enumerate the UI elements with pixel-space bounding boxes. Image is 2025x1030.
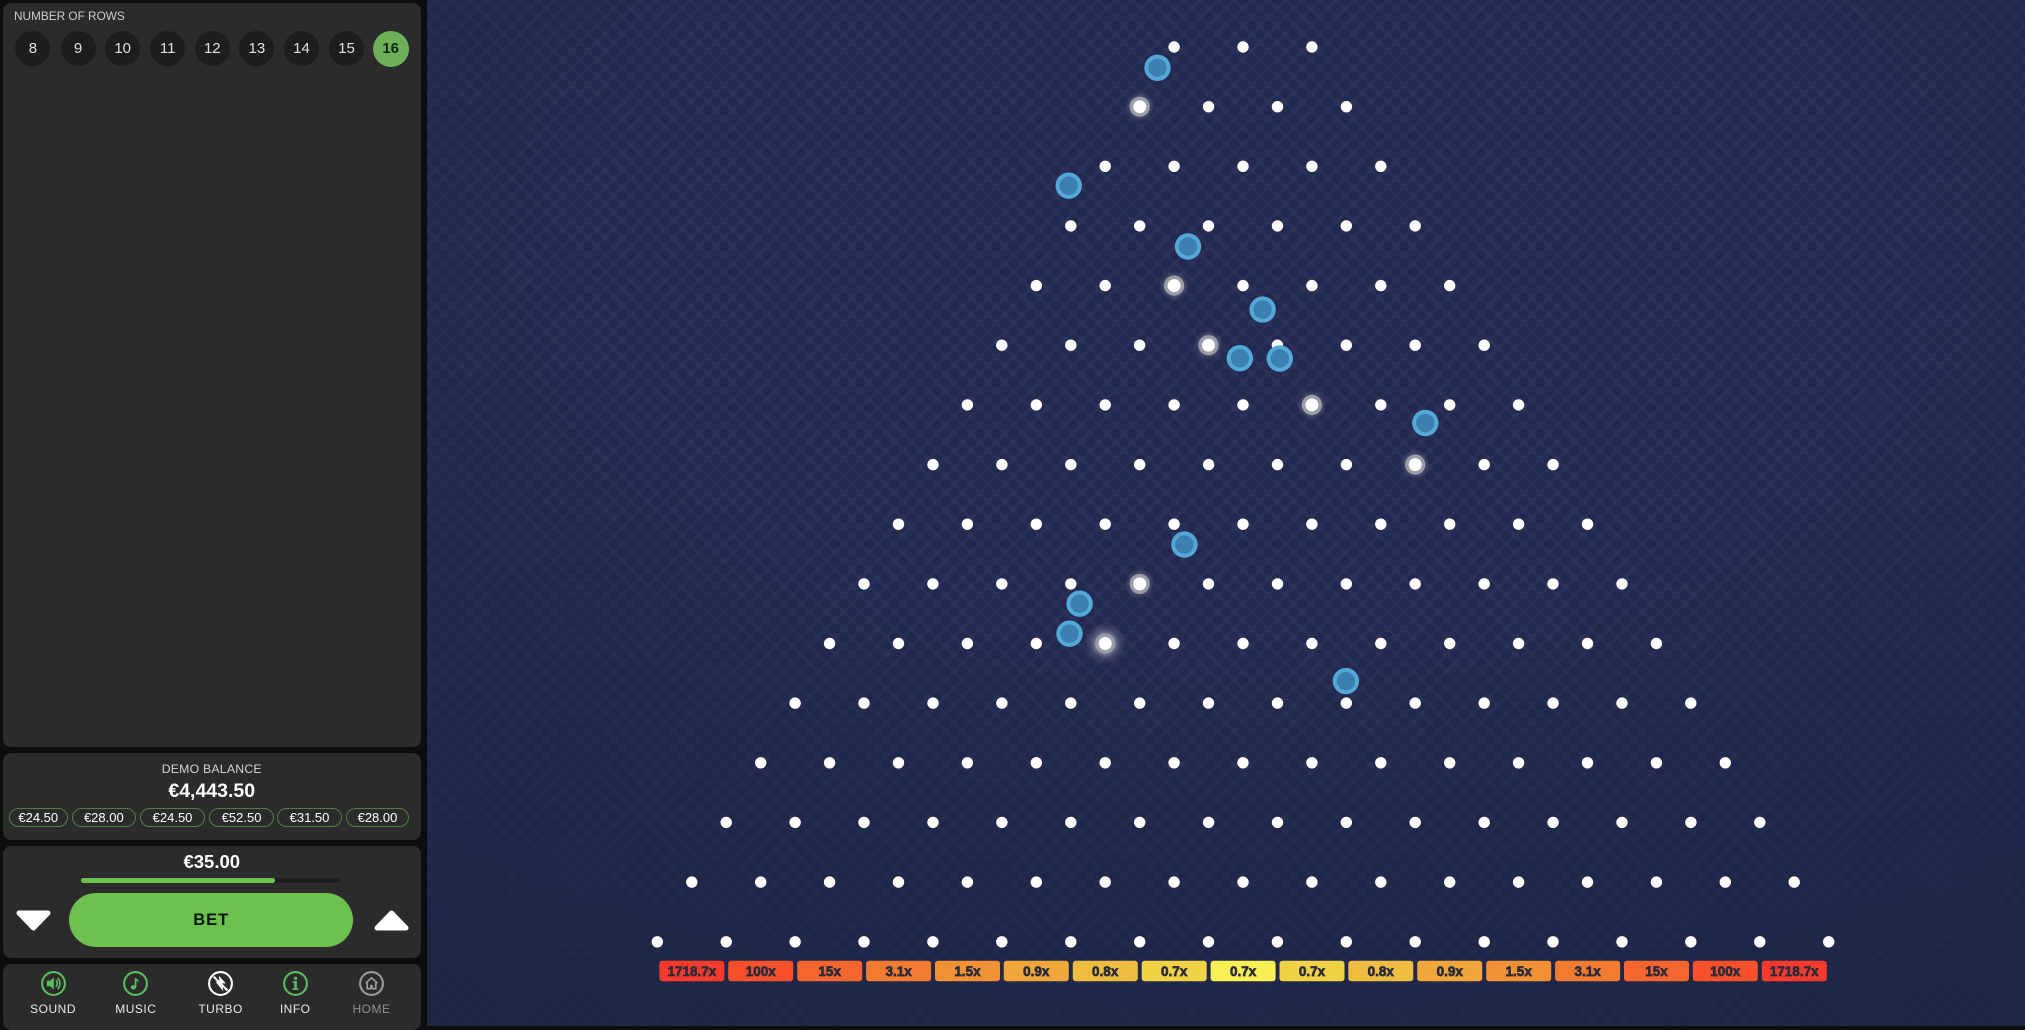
svg-text:3.1x: 3.1x — [1574, 964, 1601, 979]
svg-text:1.5x: 1.5x — [1506, 964, 1533, 979]
svg-text:1718.7x: 1718.7x — [667, 964, 716, 979]
svg-text:0.9x: 0.9x — [1437, 964, 1464, 979]
svg-text:0.7x: 0.7x — [1161, 964, 1188, 979]
svg-text:100x: 100x — [1710, 964, 1741, 979]
svg-text:0.9x: 0.9x — [1023, 964, 1050, 979]
svg-text:15x: 15x — [818, 964, 841, 979]
svg-text:0.7x: 0.7x — [1299, 964, 1326, 979]
svg-text:0.8x: 0.8x — [1368, 964, 1395, 979]
svg-text:1.5x: 1.5x — [954, 964, 981, 979]
svg-text:15x: 15x — [1645, 964, 1668, 979]
svg-text:1718.7x: 1718.7x — [1770, 964, 1819, 979]
svg-text:0.8x: 0.8x — [1092, 964, 1119, 979]
svg-text:100x: 100x — [746, 964, 777, 979]
svg-text:0.7x: 0.7x — [1230, 964, 1257, 979]
svg-text:3.1x: 3.1x — [885, 964, 912, 979]
